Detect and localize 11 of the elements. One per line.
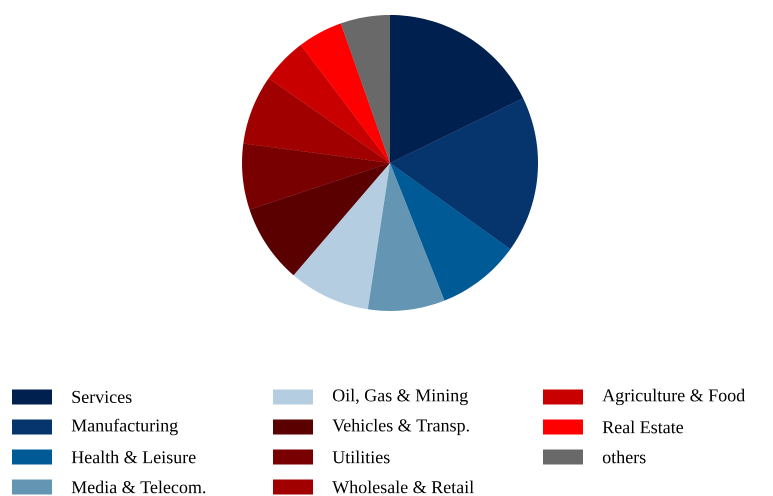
legend-label: Utilities [332, 450, 390, 464]
legend-label: Real Estate [602, 420, 684, 434]
legend-label: others [602, 450, 646, 464]
legend-label: Media & Telecom. [72, 480, 206, 494]
legend-label: Agriculture & Food [602, 388, 745, 406]
legend-label: Health & Leisure [72, 450, 196, 464]
legend-label: Wholesale & Retail [332, 480, 474, 494]
legend-label: Vehicles & Transp. [332, 418, 469, 436]
legend-label: Manufacturing [72, 418, 178, 436]
legend-label: Oil, Gas & Mining [332, 388, 468, 406]
legend-label: Services [72, 390, 132, 404]
